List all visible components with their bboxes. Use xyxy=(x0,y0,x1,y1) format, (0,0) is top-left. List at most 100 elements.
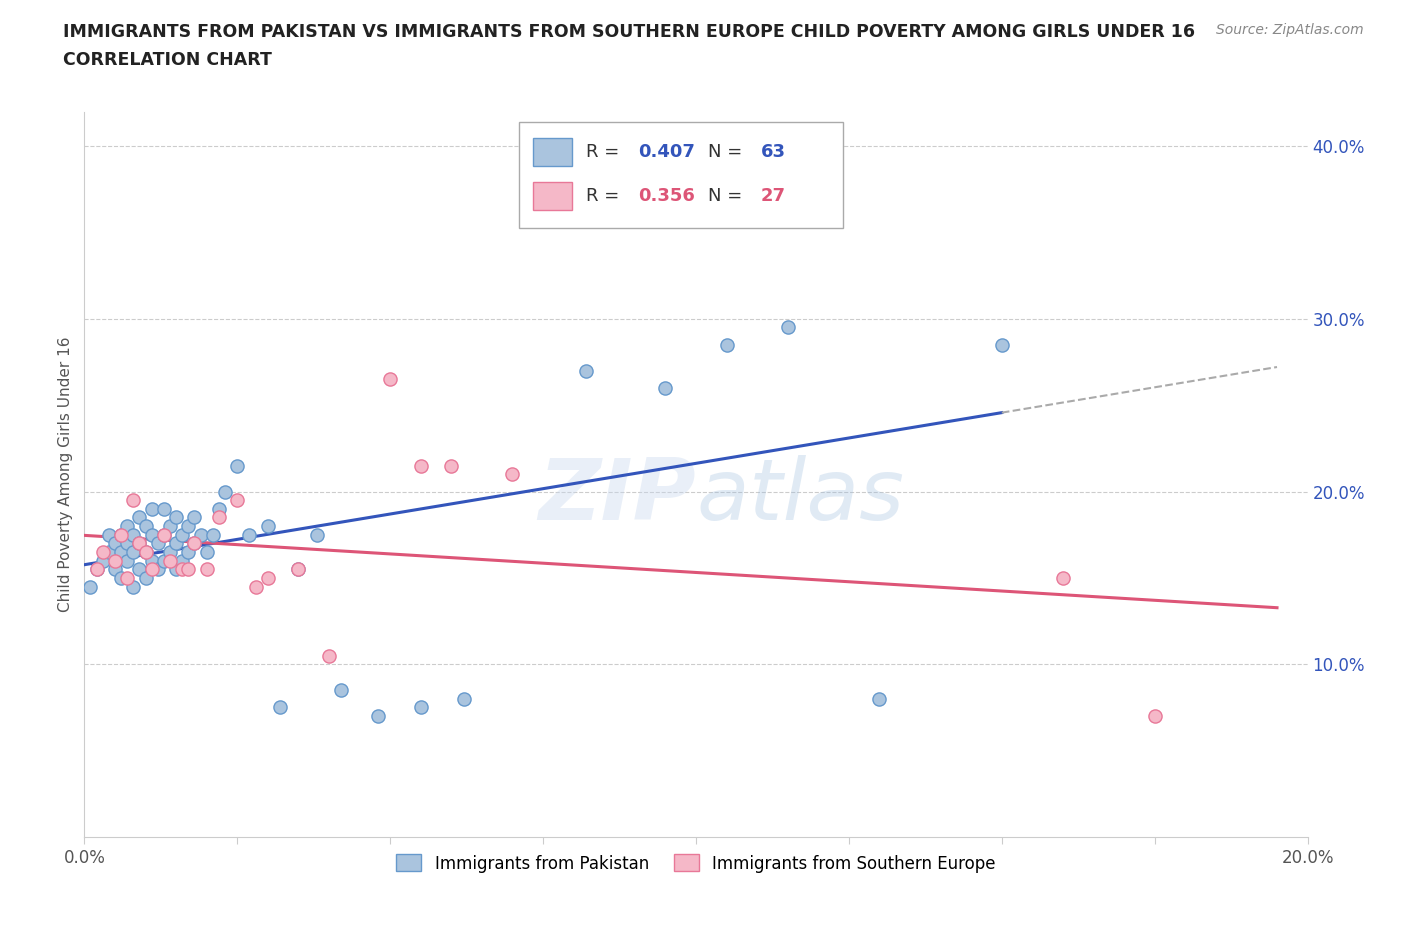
Point xyxy=(128,536,150,551)
Point xyxy=(159,519,181,534)
Point xyxy=(257,519,280,534)
Point xyxy=(367,709,389,724)
Point xyxy=(195,545,218,560)
Point xyxy=(91,545,114,560)
Point xyxy=(141,527,163,542)
Point xyxy=(110,570,132,585)
Point xyxy=(115,570,138,585)
Point xyxy=(287,562,309,577)
Point xyxy=(115,553,138,568)
Point xyxy=(409,700,432,715)
Point xyxy=(110,545,132,560)
Point xyxy=(104,562,127,577)
Point xyxy=(575,364,598,379)
Text: atlas: atlas xyxy=(696,455,904,538)
Point xyxy=(128,510,150,525)
Point xyxy=(440,458,463,473)
Text: 0.407: 0.407 xyxy=(638,143,696,161)
Text: N =: N = xyxy=(709,187,748,205)
Point xyxy=(172,527,194,542)
Y-axis label: Child Poverty Among Girls Under 16: Child Poverty Among Girls Under 16 xyxy=(58,337,73,612)
Point xyxy=(453,691,475,706)
Text: Source: ZipAtlas.com: Source: ZipAtlas.com xyxy=(1216,23,1364,37)
Point xyxy=(153,553,176,568)
Text: 63: 63 xyxy=(761,143,786,161)
Point xyxy=(159,553,181,568)
Point xyxy=(318,648,340,663)
Point xyxy=(159,545,181,560)
Point xyxy=(991,338,1014,352)
Point xyxy=(776,320,799,335)
Text: IMMIGRANTS FROM PAKISTAN VS IMMIGRANTS FROM SOUTHERN EUROPE CHILD POVERTY AMONG : IMMIGRANTS FROM PAKISTAN VS IMMIGRANTS F… xyxy=(63,23,1195,41)
Point xyxy=(141,553,163,568)
Point xyxy=(380,372,402,387)
Point xyxy=(86,562,108,577)
Point xyxy=(135,519,157,534)
Point xyxy=(122,493,145,508)
Point xyxy=(153,527,176,542)
Point xyxy=(97,545,120,560)
Point xyxy=(165,536,187,551)
Point xyxy=(869,691,891,706)
Point xyxy=(195,562,218,577)
Point xyxy=(86,562,108,577)
Point xyxy=(79,579,101,594)
Point xyxy=(110,527,132,542)
Point xyxy=(128,536,150,551)
Point xyxy=(135,570,157,585)
Point xyxy=(122,579,145,594)
Point xyxy=(190,527,212,542)
Point xyxy=(153,501,176,516)
Point xyxy=(110,527,132,542)
Point xyxy=(183,510,205,525)
Point xyxy=(91,553,114,568)
Point xyxy=(172,562,194,577)
Point xyxy=(409,458,432,473)
Point xyxy=(1052,570,1074,585)
Text: 27: 27 xyxy=(761,187,786,205)
Point xyxy=(502,467,524,482)
Point xyxy=(531,199,554,214)
Point xyxy=(172,553,194,568)
Point xyxy=(177,519,200,534)
Point xyxy=(201,527,224,542)
Point xyxy=(238,527,260,542)
Text: 0.356: 0.356 xyxy=(638,187,696,205)
Point xyxy=(305,527,328,542)
Point xyxy=(135,545,157,560)
FancyBboxPatch shape xyxy=(533,182,572,209)
Text: R =: R = xyxy=(586,187,624,205)
Text: CORRELATION CHART: CORRELATION CHART xyxy=(63,51,273,69)
Text: N =: N = xyxy=(709,143,748,161)
Point xyxy=(104,536,127,551)
Point xyxy=(269,700,291,715)
Point xyxy=(716,338,738,352)
Point xyxy=(153,527,176,542)
Point xyxy=(115,519,138,534)
Point xyxy=(122,545,145,560)
Point xyxy=(1143,709,1166,724)
Point xyxy=(122,527,145,542)
Point xyxy=(128,562,150,577)
Point xyxy=(214,485,236,499)
Point xyxy=(135,545,157,560)
Point xyxy=(287,562,309,577)
Point xyxy=(165,562,187,577)
Point xyxy=(104,553,127,568)
Point xyxy=(208,510,231,525)
Text: R =: R = xyxy=(586,143,624,161)
Point xyxy=(115,536,138,551)
Point xyxy=(177,545,200,560)
Point xyxy=(97,527,120,542)
Point xyxy=(226,493,249,508)
Point xyxy=(654,380,676,395)
FancyBboxPatch shape xyxy=(533,139,572,166)
Point xyxy=(226,458,249,473)
Point xyxy=(165,510,187,525)
Point xyxy=(141,562,163,577)
Point xyxy=(183,536,205,551)
Point xyxy=(330,683,353,698)
Point xyxy=(208,501,231,516)
Point xyxy=(146,536,169,551)
Point xyxy=(146,562,169,577)
